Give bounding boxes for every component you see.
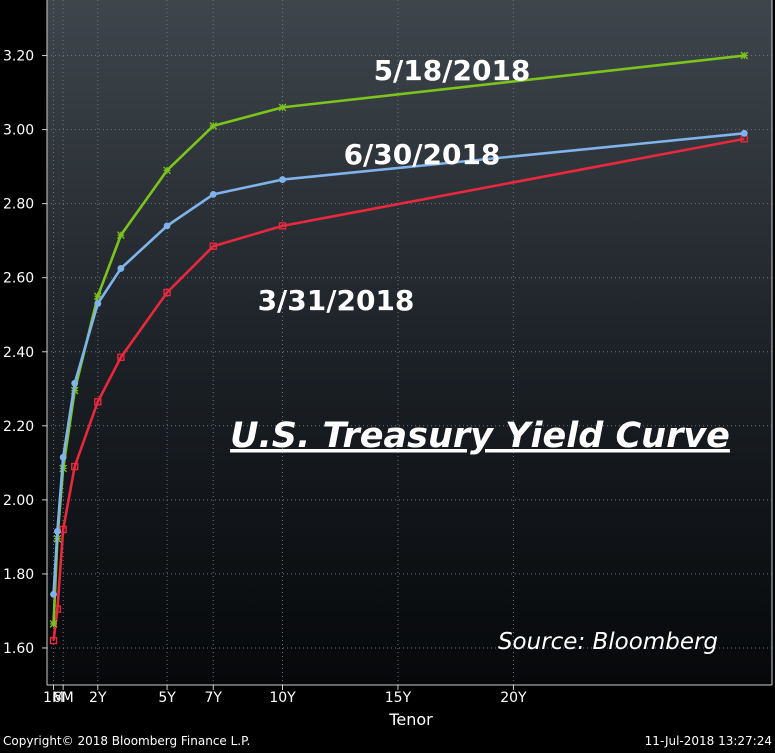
data-point	[163, 166, 171, 175]
grid	[47, 0, 772, 685]
x-tick-label: 1M	[43, 690, 64, 706]
chart-title: U.S. Treasury Yield Curve	[230, 416, 730, 456]
y-tick-label: 3.00	[3, 123, 34, 139]
series-lines	[49, 51, 749, 645]
source-annotation: Source: Bloomberg	[498, 629, 718, 655]
data-point	[53, 527, 61, 535]
marker-stroke	[117, 231, 125, 239]
x-tick-label: 2Y	[89, 690, 107, 706]
marker-stroke	[209, 122, 218, 130]
y-tick-label: 1.60	[3, 641, 34, 657]
data-point	[278, 103, 287, 112]
x-tick-label: 15Y	[385, 690, 412, 706]
marker-stroke	[49, 620, 58, 628]
x-tick-label: 5Y	[158, 690, 176, 706]
data-point	[740, 129, 748, 137]
data-point	[209, 122, 218, 130]
data-point	[740, 51, 749, 60]
series-line	[52, 132, 745, 595]
data-point	[278, 222, 287, 230]
y-tick-label: 2.20	[3, 419, 34, 435]
data-point	[49, 620, 58, 628]
data-point	[94, 398, 102, 406]
series-label: 3/31/2018	[258, 284, 415, 317]
copyright-text: Copyright© 2018 Bloomberg Finance L.P.	[3, 734, 250, 748]
y-tick-label: 3.20	[3, 49, 34, 65]
marker-stroke	[163, 166, 171, 175]
series-label: 6/30/2018	[344, 138, 501, 171]
data-point	[117, 231, 125, 239]
data-point	[49, 636, 58, 645]
marker-stroke	[93, 292, 102, 301]
data-point	[209, 190, 217, 198]
timestamp-text: 11-Jul-2018 13:27:24	[645, 734, 772, 748]
y-tick-label: 2.40	[3, 345, 34, 361]
y-tick-label: 1.80	[3, 567, 34, 583]
plot-background	[47, 0, 772, 685]
data-point	[50, 590, 57, 598]
series-label: 5/18/2018	[374, 54, 531, 87]
marker-stroke	[740, 51, 749, 60]
y-tick-label: 2.80	[3, 197, 34, 213]
y-tick-label: 2.60	[3, 271, 34, 287]
data-point	[117, 353, 125, 362]
x-tick-label: 20Y	[500, 690, 527, 706]
data-point	[71, 379, 79, 387]
series-line	[52, 137, 745, 641]
x-tick-label: 10Y	[269, 690, 296, 706]
data-point	[71, 462, 79, 471]
x-tick-label: 6M	[53, 690, 74, 706]
x-tick-label: 7Y	[205, 690, 223, 706]
axes: 1.60 1.80 2.00 2.20 2.40 2.60 2.80 3.00 3.20 1M6M…	[3, 0, 773, 706]
data-point	[209, 242, 217, 250]
y-tick-label: 2.00	[3, 493, 34, 509]
marker-stroke	[278, 103, 287, 112]
x-axis-label: Tenor	[388, 710, 433, 729]
data-point	[279, 176, 286, 183]
data-point	[163, 222, 171, 230]
data-point	[59, 453, 67, 461]
data-point	[117, 265, 125, 272]
data-point	[163, 288, 171, 297]
annotations: U.S. Treasury Yield Curve Source: Bloomb…	[3, 54, 772, 748]
data-point	[94, 300, 102, 308]
